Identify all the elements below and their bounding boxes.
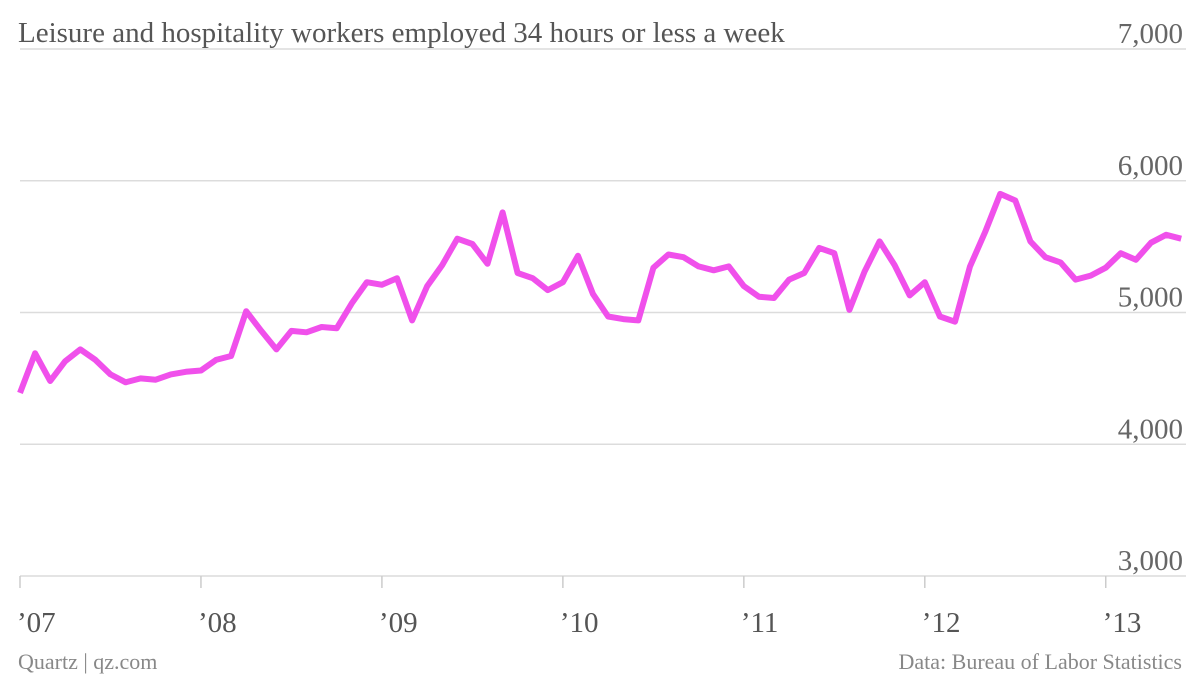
data-line [17, 190, 1182, 394]
x-tick-label: ’12 [922, 607, 961, 639]
y-tick-label: 4,000 [1118, 413, 1183, 445]
x-tick-label: ’07 [17, 607, 56, 639]
source: Data: Bureau of Labor Statistics [899, 649, 1182, 674]
x-tick-label: ’10 [560, 607, 599, 639]
y-tick-label: 5,000 [1118, 282, 1183, 314]
y-tick-label: 6,000 [1118, 150, 1183, 182]
chart-title: Leisure and hospitality workers employed… [18, 17, 785, 49]
x-tick-label: ’09 [379, 607, 418, 639]
y-tick-label: 3,000 [1118, 545, 1183, 577]
x-tick-label: ’13 [1103, 607, 1142, 639]
y-tick-label: 7,000 [1118, 18, 1183, 50]
x-tick-label: ’08 [198, 607, 237, 639]
credit: Quartz | qz.com [18, 649, 157, 674]
x-tick-label: ’11 [741, 607, 779, 639]
